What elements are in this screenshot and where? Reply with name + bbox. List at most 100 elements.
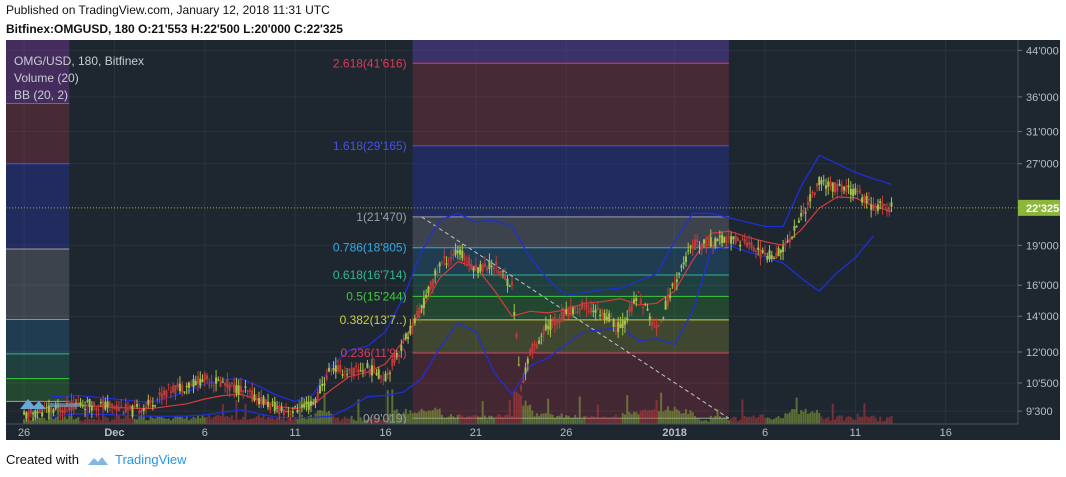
- legend-bb: BB (20, 2): [14, 88, 68, 102]
- volume-bar: [472, 415, 475, 424]
- candle-body: [822, 180, 825, 182]
- volume-bar: [815, 409, 818, 424]
- volume-bar: [488, 415, 491, 424]
- volume-bar: [847, 416, 850, 424]
- volume-bar: [77, 417, 80, 424]
- volume-bar: [752, 415, 755, 424]
- volume-bar: [172, 418, 175, 424]
- volume-bar: [718, 416, 721, 424]
- candle-body: [278, 405, 281, 415]
- volume-bar: [824, 418, 827, 424]
- fib-level-label: 0.382(13'7..): [340, 313, 407, 327]
- volume-bar: [581, 419, 584, 424]
- volume-bar: [538, 415, 541, 424]
- candle-body: [334, 365, 337, 373]
- candle-body: [413, 318, 416, 324]
- candle-body: [422, 297, 425, 309]
- volume-bar: [852, 419, 855, 424]
- volume-bar: [291, 419, 294, 424]
- candle-body: [440, 261, 443, 263]
- volume-bar: [651, 410, 654, 424]
- volume-bar: [822, 419, 825, 424]
- volume-bar: [192, 416, 195, 424]
- volume-bar: [628, 411, 631, 424]
- candle-body: [431, 278, 434, 287]
- candle-body: [639, 299, 642, 304]
- volume-bar: [793, 409, 796, 424]
- volume-bar: [777, 415, 780, 424]
- candle-body: [129, 405, 132, 408]
- volume-bar: [517, 393, 520, 424]
- volume-bar: [680, 413, 683, 424]
- x-tick-label: 6: [762, 427, 768, 439]
- volume-bar: [233, 420, 236, 424]
- volume-bar: [782, 418, 785, 424]
- candle-body: [854, 188, 857, 195]
- volume-bar: [483, 415, 486, 424]
- volume-bar: [140, 415, 143, 424]
- tradingview-link[interactable]: TradingView: [114, 452, 187, 467]
- candle-body: [181, 385, 184, 393]
- candle-body: [325, 375, 328, 380]
- volume-bar: [481, 401, 484, 424]
- volume-bar: [454, 417, 457, 424]
- volume-bar: [267, 417, 270, 424]
- candle-body: [359, 370, 362, 372]
- volume-bar: [348, 418, 351, 424]
- candle-body: [874, 210, 877, 212]
- candle-body: [594, 309, 597, 313]
- volume-bar: [65, 418, 68, 424]
- candle-body: [45, 407, 48, 409]
- candle-body: [707, 244, 710, 246]
- chart-area[interactable]: 2.618(41'616) 1.618(29'165) 1(21'470) 0.786…: [6, 40, 1060, 440]
- candle-body: [237, 385, 240, 395]
- y-tick-label: 10'500: [1026, 378, 1059, 390]
- candle-body: [190, 383, 193, 385]
- y-tick-label: 44'000: [1026, 45, 1059, 57]
- candle-body: [879, 201, 882, 203]
- volume-bar: [156, 416, 159, 424]
- candle-body: [863, 195, 866, 201]
- candle-body: [513, 311, 516, 316]
- fib-band: [412, 216, 729, 248]
- candle-body: [802, 209, 805, 213]
- y-tick-label: 36'000: [1026, 92, 1059, 104]
- candle-body: [623, 320, 626, 325]
- candle-body: [890, 202, 893, 207]
- volume-bar: [235, 399, 238, 424]
- candle-body: [366, 362, 369, 368]
- y-tick-label: 27'000: [1026, 159, 1059, 171]
- x-tick-label: 16: [940, 427, 952, 439]
- candle-body: [341, 374, 344, 376]
- volume-bar: [477, 416, 480, 424]
- candle-body: [741, 239, 744, 241]
- x-tick-label: 2018: [662, 427, 686, 439]
- volume-bar: [849, 417, 852, 424]
- volume-bar: [856, 413, 859, 424]
- volume-bar: [533, 416, 536, 424]
- volume-bar: [666, 406, 669, 424]
- volume-bar: [440, 414, 443, 424]
- volume-bar: [108, 421, 111, 424]
- candle-body: [673, 282, 676, 289]
- candle-body: [183, 391, 186, 393]
- volume-bar: [709, 415, 712, 424]
- volume-bar: [260, 417, 263, 424]
- candle-body: [759, 248, 762, 259]
- volume-bar: [515, 391, 518, 424]
- volume-bar: [764, 417, 766, 424]
- candle-body: [38, 409, 41, 414]
- volume-bar: [881, 421, 884, 424]
- volume-bar: [456, 415, 459, 424]
- candle-body: [32, 412, 35, 415]
- candle-body: [782, 246, 785, 253]
- candle-body: [172, 385, 175, 393]
- candle-body: [169, 391, 172, 394]
- candle-body: [571, 308, 574, 315]
- candle-body: [583, 304, 586, 306]
- candle-body: [199, 378, 202, 386]
- candle-body: [133, 405, 136, 407]
- candle-body: [178, 383, 181, 392]
- candle-body: [343, 371, 346, 373]
- candle-body: [569, 305, 572, 315]
